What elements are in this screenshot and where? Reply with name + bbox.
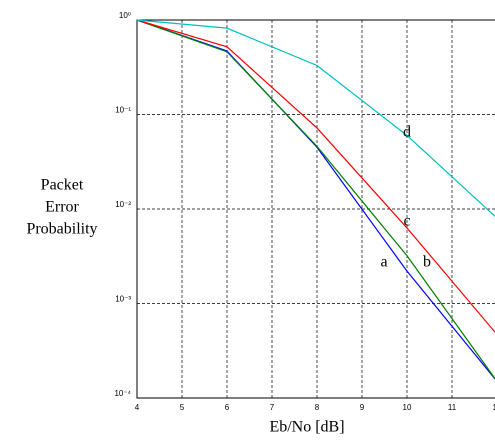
y-axis-label: Packet [41,177,84,194]
x-tick-label: 9 [360,403,365,412]
y-axis-label: Probability [26,221,97,238]
series-line [136,19,495,380]
curve-label: b [423,254,431,271]
y-tick-label: 10⁻⁴ [114,389,131,398]
curve-label: c [403,213,410,230]
x-tick-label: 12 [493,403,495,412]
x-tick-label: 8 [315,403,320,412]
x-tick-label: 7 [270,403,275,412]
x-tick-label: 6 [225,403,230,412]
series-line [136,19,495,380]
y-axis-label: Error [45,199,79,216]
x-tick-label: 10 [403,403,412,412]
y-tick-label: 10⁻³ [115,295,131,304]
y-tick-label: 10⁰ [119,11,131,20]
curve-label: a [380,254,387,271]
y-tick-label: 10⁻¹ [115,106,131,115]
x-tick-label: 4 [135,403,140,412]
x-axis-label: Eb/No [dB] [269,419,344,436]
curve-label: d [403,124,411,141]
series-line [136,19,495,334]
x-tick-label: 11 [448,403,457,412]
x-tick-label: 5 [180,403,185,412]
plot-frame [136,19,495,399]
y-tick-label: 10⁻² [115,200,131,209]
series-line [136,19,495,218]
